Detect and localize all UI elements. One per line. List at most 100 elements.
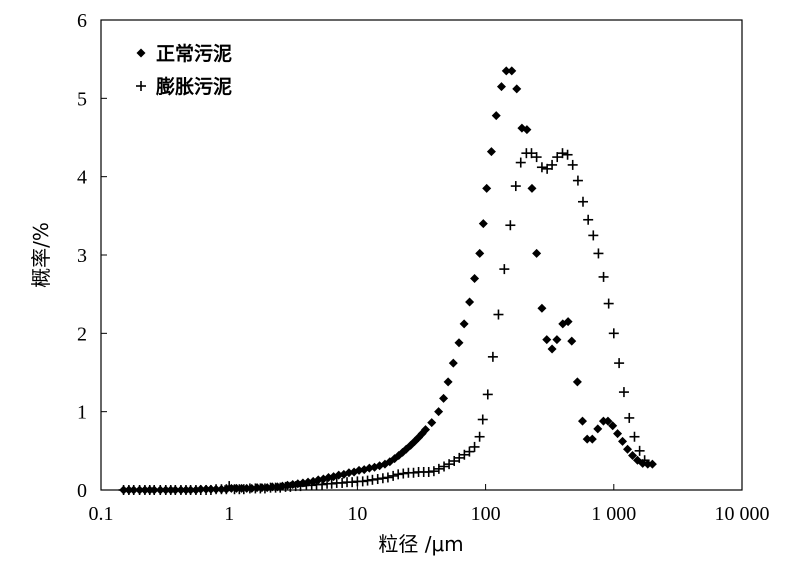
x-tick-label: 1 000: [591, 503, 636, 525]
data-point-plus: [428, 466, 439, 477]
data-point-plus: [603, 298, 614, 309]
legend-marker-normal: [136, 48, 146, 58]
data-point-plus: [505, 220, 516, 231]
data-point-plus: [224, 481, 235, 492]
data-point-plus: [477, 414, 488, 425]
data-point-plus: [388, 470, 399, 481]
data-point-plus: [454, 452, 465, 463]
data-point-plus: [547, 159, 558, 170]
data-point-plus: [464, 446, 475, 457]
data-point-diamond: [567, 336, 577, 346]
data-point-plus: [382, 472, 393, 483]
data-point-plus: [493, 309, 504, 320]
data-point-plus: [499, 264, 510, 275]
data-point-diamond: [482, 183, 492, 193]
x-tick-label: 100: [471, 503, 501, 525]
x-axis-title: 粒径 /μm: [378, 532, 463, 556]
data-point-diamond: [593, 424, 603, 434]
data-point-diamond: [448, 358, 458, 368]
legend-marker-bulking: [136, 81, 146, 91]
legend-label-normal: 正常污泥: [156, 42, 232, 65]
data-point-diamond: [628, 451, 638, 461]
data-point-plus: [577, 196, 588, 207]
data-point-plus: [536, 162, 547, 173]
data-point-diamond: [578, 416, 588, 426]
legend-label-bulking: 膨胀污泥: [155, 75, 232, 98]
data-point-plus: [562, 149, 573, 160]
data-point-plus: [433, 463, 444, 474]
data-point-plus: [598, 271, 609, 282]
y-tick-label: 5: [77, 88, 87, 110]
data-point-diamond: [618, 436, 628, 446]
data-point-diamond: [623, 444, 633, 454]
series-normal-sludge: [119, 66, 657, 495]
data-point-diamond: [443, 377, 453, 387]
data-point-plus: [588, 230, 599, 241]
x-tick-label: 10: [347, 503, 367, 525]
data-point-diamond: [486, 147, 496, 157]
x-tick-label: 1: [224, 503, 234, 525]
data-point-plus: [629, 431, 640, 442]
data-point-diamond: [552, 335, 562, 345]
data-point-plus: [608, 328, 619, 339]
x-tick-label: 10 000: [715, 503, 770, 525]
data-point-plus: [515, 157, 526, 168]
data-point-diamond: [532, 248, 542, 258]
data-point-diamond: [496, 82, 506, 92]
data-point-diamond: [598, 416, 608, 426]
legend: 正常污泥 膨胀污泥: [136, 42, 232, 98]
data-point-diamond: [547, 344, 557, 354]
series-bulking-sludge: [118, 148, 650, 495]
data-point-plus: [557, 148, 568, 159]
data-point-plus: [482, 389, 493, 400]
data-point-plus: [444, 459, 455, 470]
data-point-plus: [583, 214, 594, 225]
data-point-diamond: [434, 407, 444, 417]
data-point-plus: [618, 387, 629, 398]
data-point-diamond: [507, 66, 517, 76]
data-point-plus: [469, 441, 480, 452]
data-point-diamond: [527, 183, 537, 193]
data-point-plus: [593, 248, 604, 259]
legend-diamond-marker: [136, 48, 146, 58]
data-point-diamond: [501, 66, 511, 76]
data-point-plus: [474, 431, 485, 442]
data-point-diamond: [427, 418, 437, 428]
data-point-diamond: [647, 459, 657, 469]
data-point-diamond: [421, 425, 431, 435]
data-point-diamond: [613, 429, 623, 439]
data-point-plus: [552, 152, 563, 163]
data-point-plus: [624, 412, 635, 423]
data-point-plus: [639, 455, 650, 466]
y-axis-title: 概率/%: [29, 222, 53, 288]
data-point-diamond: [491, 111, 501, 121]
data-point-diamond: [587, 434, 597, 444]
data-point-plus: [634, 445, 645, 456]
data-point-plus: [572, 175, 583, 186]
legend-plus-marker: [136, 81, 146, 91]
data-point-diamond: [522, 125, 532, 135]
data-point-diamond: [542, 335, 552, 345]
data-point-diamond: [608, 421, 618, 431]
data-point-diamond: [478, 219, 488, 229]
data-point-plus: [487, 351, 498, 362]
data-point-diamond: [603, 416, 613, 426]
y-tick-label: 1: [77, 402, 87, 424]
y-tick-label: 2: [77, 323, 87, 345]
data-point-diamond: [512, 84, 522, 94]
data-point-plus: [526, 148, 537, 159]
data-point-diamond: [459, 319, 469, 329]
data-point-diamond: [475, 248, 485, 258]
y-tick-label: 3: [77, 245, 87, 267]
data-point-plus: [510, 181, 521, 192]
data-point-diamond: [537, 303, 547, 313]
x-axis-ticks: 0.1 1 10 100 1 000 10 000: [89, 484, 770, 525]
data-point-diamond: [563, 317, 573, 327]
data-point-plus: [531, 152, 542, 163]
y-tick-label: 4: [77, 167, 87, 189]
y-axis-ticks: 0 1 2 3 4 5 6: [77, 10, 107, 502]
data-point-plus: [459, 449, 470, 460]
y-tick-label: 0: [77, 480, 87, 502]
data-point-diamond: [454, 338, 464, 348]
